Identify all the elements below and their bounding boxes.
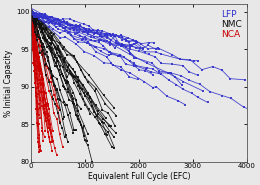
X-axis label: Equivalent Full Cycle (EFC): Equivalent Full Cycle (EFC) [88, 172, 190, 181]
Legend: LFP, NMC, NCA: LFP, NMC, NCA [220, 9, 242, 40]
Y-axis label: % Initial Capacity: % Initial Capacity [4, 49, 13, 117]
